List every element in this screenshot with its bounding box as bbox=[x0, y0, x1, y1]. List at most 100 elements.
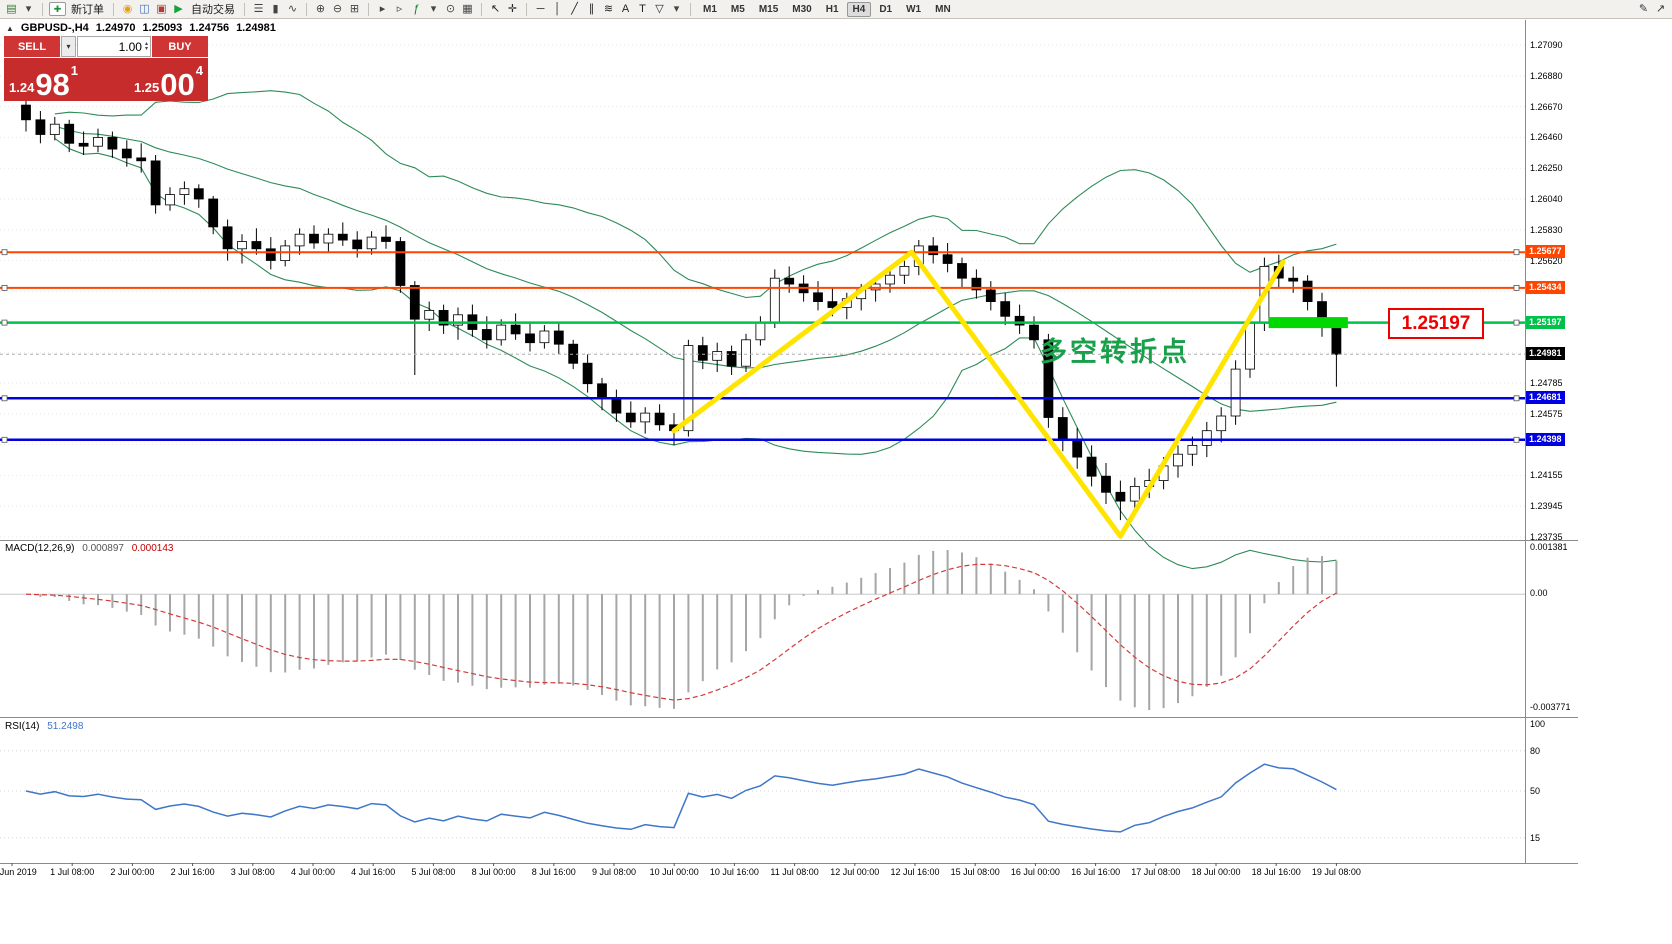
horizontal-line-icon[interactable]: ─ bbox=[536, 2, 545, 15]
candle-body bbox=[21, 104, 31, 121]
candle-body bbox=[136, 157, 147, 162]
spinner-up-icon[interactable]: ▴ bbox=[144, 40, 148, 47]
sell-price[interactable]: 1.24 98 1 bbox=[4, 58, 106, 101]
auto-scroll-icon[interactable]: ▸ bbox=[379, 2, 386, 15]
panel-collapse-icon[interactable]: ▲ bbox=[6, 23, 14, 33]
new-chart-icon[interactable]: ▤ bbox=[6, 2, 17, 15]
crosshair-icon[interactable]: ✛ bbox=[507, 2, 518, 15]
line-handle[interactable] bbox=[1513, 436, 1520, 443]
rsi-label-name: RSI(14) bbox=[5, 721, 40, 732]
timeframe-d1-button[interactable]: D1 bbox=[879, 3, 893, 15]
timeframe-h1-button[interactable]: H1 bbox=[825, 3, 839, 15]
highlight-zone[interactable] bbox=[1268, 317, 1348, 329]
candlestick-chart-icon[interactable]: ▮ bbox=[272, 2, 279, 15]
line-handle[interactable] bbox=[1, 284, 8, 291]
one-click-trading-panel: SELL ▾ 1.00 ▴ ▾ BUY 1.24 98 1 1.25 00 4 bbox=[4, 36, 208, 101]
toolbar-separator bbox=[306, 2, 307, 16]
sell-button[interactable]: SELL bbox=[4, 36, 60, 57]
text-label-icon[interactable]: T bbox=[639, 2, 646, 15]
bollinger-lower-band[interactable] bbox=[54, 137, 1337, 570]
bollinger-upper-band[interactable] bbox=[54, 90, 1337, 299]
pencil-icon[interactable]: ✎ bbox=[1638, 2, 1649, 15]
market-watch-icon[interactable]: ◫ bbox=[139, 2, 150, 15]
line-handle[interactable] bbox=[1, 436, 8, 443]
line-handle[interactable] bbox=[1513, 284, 1520, 291]
templates-icon[interactable]: ▦ bbox=[462, 2, 473, 15]
sell-price-small: 1.24 bbox=[9, 80, 35, 95]
periods-icon[interactable]: ⊙ bbox=[445, 2, 456, 15]
lot-size-input[interactable]: 1.00 ▴ ▾ bbox=[77, 36, 151, 57]
price-callout[interactable]: 1.25197 bbox=[1388, 308, 1484, 339]
line-handle[interactable] bbox=[1513, 249, 1520, 256]
zoom-in-icon[interactable]: ⊕ bbox=[315, 2, 326, 15]
new-order-icon[interactable]: ✚ bbox=[49, 2, 66, 16]
trend-zigzag-line[interactable] bbox=[671, 249, 1286, 539]
autotrade-button[interactable]: 自动交易 bbox=[191, 4, 235, 16]
price-tag: 1.24681 bbox=[1526, 391, 1565, 405]
new-chart-dropdown-icon[interactable]: ▾ bbox=[25, 2, 32, 15]
candle-body bbox=[309, 233, 319, 244]
alert-icon[interactable]: ◉ bbox=[122, 2, 133, 15]
shapes-icon[interactable]: ▽ bbox=[655, 2, 664, 15]
indicators-icon[interactable]: ƒ bbox=[413, 2, 420, 15]
buy-price[interactable]: 1.25 00 4 bbox=[106, 58, 208, 101]
spinner-down-icon[interactable]: ▾ bbox=[144, 45, 148, 52]
popout-icon[interactable]: ↗ bbox=[1655, 2, 1666, 15]
rsi-axis-label: 100 bbox=[1530, 719, 1546, 729]
candle-body bbox=[1288, 277, 1299, 282]
tile-windows-icon[interactable]: ⊞ bbox=[349, 2, 360, 15]
price-axis-label: 1.26460 bbox=[1530, 132, 1563, 143]
candle-body bbox=[640, 412, 651, 423]
bollinger-middle-band[interactable] bbox=[54, 125, 1337, 412]
timeframe-m15-button[interactable]: M15 bbox=[758, 3, 779, 15]
buy-button[interactable]: BUY bbox=[152, 36, 208, 57]
rsi-axis-label: 80 bbox=[1530, 745, 1541, 756]
shapes-dropdown-icon[interactable]: ▾ bbox=[673, 2, 680, 15]
candle-body bbox=[1216, 415, 1227, 432]
line-handle[interactable] bbox=[1, 395, 8, 402]
timeframe-w1-button[interactable]: W1 bbox=[906, 3, 922, 15]
chart-shift-icon[interactable]: ▹ bbox=[396, 2, 403, 15]
timeframe-m30-button[interactable]: M30 bbox=[792, 3, 812, 15]
candle-body bbox=[496, 324, 507, 341]
sell-price-sup: 1 bbox=[70, 63, 79, 78]
candle-body bbox=[553, 330, 564, 345]
channel-icon[interactable]: ∥ bbox=[588, 2, 595, 15]
timeframe-m1-button[interactable]: M1 bbox=[703, 3, 717, 15]
candle-body bbox=[1014, 315, 1025, 326]
macd-axis-max: 0.001381 bbox=[1530, 542, 1568, 552]
fibonacci-icon[interactable]: ≋ bbox=[603, 2, 614, 15]
line-handle[interactable] bbox=[1513, 395, 1520, 402]
candle-body bbox=[481, 329, 492, 341]
bars-chart-icon[interactable]: ☰ bbox=[253, 2, 264, 15]
candle-body bbox=[712, 351, 723, 361]
vertical-line-icon[interactable]: │ bbox=[554, 2, 561, 15]
candle-body bbox=[741, 339, 751, 367]
line-handle[interactable] bbox=[1, 319, 8, 326]
candle-body bbox=[1101, 475, 1111, 493]
data-window-icon[interactable]: ▣ bbox=[156, 2, 167, 15]
turning-point-text[interactable]: 多空转折点 bbox=[1040, 337, 1190, 367]
autotrade-play-icon[interactable]: ▶ bbox=[174, 2, 183, 15]
rsi-indicator-label: RSI(14) 51.2498 bbox=[5, 721, 83, 732]
indicators-dropdown-icon[interactable]: ▾ bbox=[430, 2, 437, 15]
text-icon[interactable]: A bbox=[621, 2, 630, 15]
candle-body bbox=[1245, 321, 1255, 370]
line-handle[interactable] bbox=[1513, 319, 1520, 326]
cursor-icon[interactable]: ↖ bbox=[490, 2, 501, 15]
line-chart-icon[interactable]: ∿ bbox=[287, 2, 298, 15]
chart-symbol-period: GBPUSD-,H4 bbox=[20, 22, 89, 34]
order-options-dropdown[interactable]: ▾ bbox=[61, 36, 76, 57]
trendline-icon[interactable]: ╱ bbox=[571, 2, 578, 15]
candle-body bbox=[813, 292, 823, 302]
timeframe-h4-button[interactable]: H4 bbox=[846, 1, 872, 17]
candle-body bbox=[1000, 301, 1011, 317]
candle-body bbox=[237, 241, 247, 250]
new-order-button[interactable]: 新订单 bbox=[71, 4, 104, 16]
lot-spinner[interactable]: ▴ ▾ bbox=[144, 40, 148, 52]
timeframe-mn-button[interactable]: MN bbox=[935, 3, 951, 15]
timeframe-m5-button[interactable]: M5 bbox=[730, 3, 745, 15]
line-handle[interactable] bbox=[1, 249, 8, 256]
zoom-out-icon[interactable]: ⊖ bbox=[332, 2, 343, 15]
